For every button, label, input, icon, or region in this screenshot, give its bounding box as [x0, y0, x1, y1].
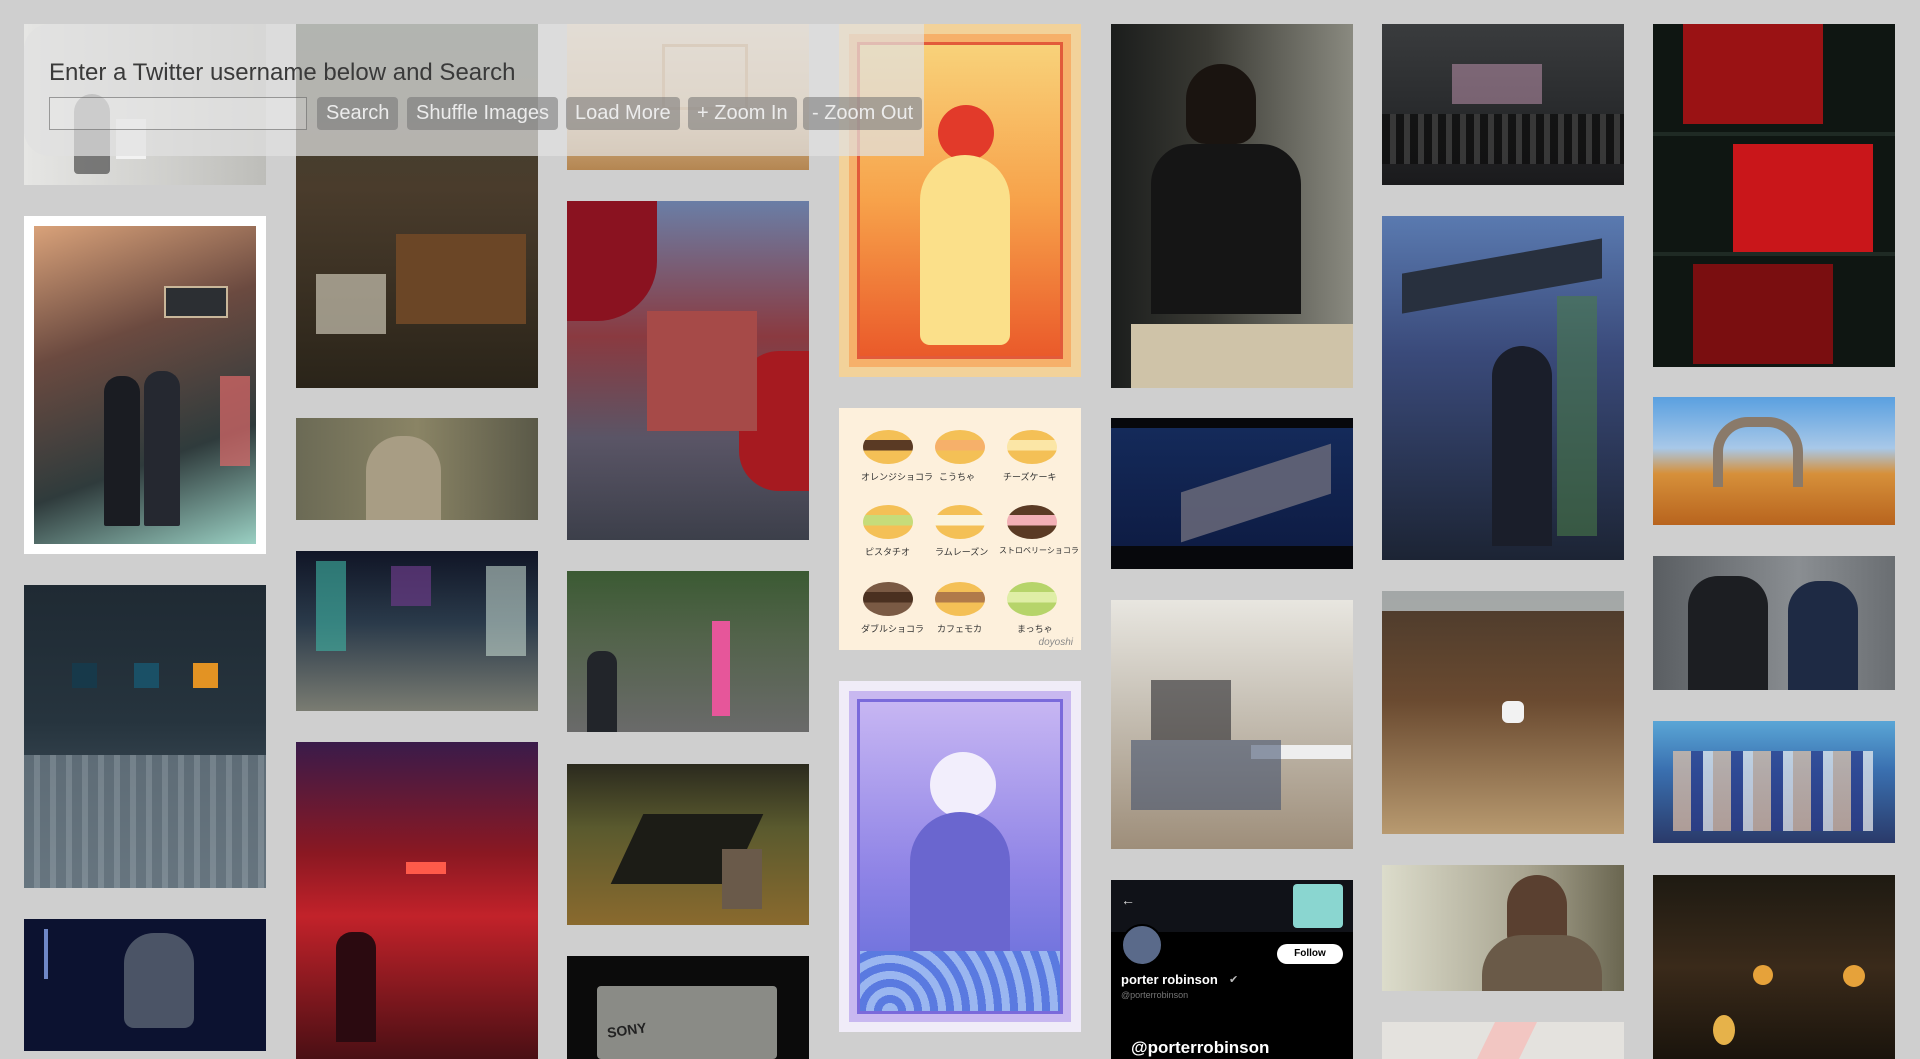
gallery-image-night-apartments[interactable] — [24, 585, 266, 888]
device-brand-label: SONY — [606, 1019, 648, 1041]
sweets-item — [935, 505, 985, 539]
sweets-item — [863, 582, 913, 616]
profile-handle: @porterrobinson — [1121, 990, 1189, 1000]
back-arrow-icon: ← — [1121, 892, 1135, 908]
gallery-image-bearded-man[interactable] — [1382, 865, 1624, 991]
gallery-image-anime-train[interactable] — [1653, 721, 1895, 843]
zoom-in-button[interactable]: + Zoom In — [688, 97, 797, 130]
gallery-image-spaceship-screen[interactable] — [1111, 418, 1353, 569]
sweets-signature: doyoshi — [1038, 637, 1073, 648]
sweets-label: ラムレーズン — [935, 547, 989, 557]
sweets-label: ピスタチオ — [865, 547, 911, 557]
gallery-image-pixel-smoker[interactable] — [24, 919, 266, 1051]
sweets-item — [1007, 430, 1057, 464]
verified-icon: ✔ — [1229, 974, 1239, 986]
sweets-label: まっちゃ — [1017, 624, 1053, 634]
gallery-image-shibuya-night[interactable] — [296, 551, 538, 711]
gallery-image-sony-device[interactable]: SONY — [567, 956, 809, 1059]
search-overlay: Enter a Twitter username below and Searc… — [24, 24, 924, 156]
sweets-label: オレンジショコラ — [861, 472, 934, 482]
gallery-image-twitter-profile[interactable]: ← Follow porter robinson ✔ @porterrobins… — [1111, 880, 1353, 1059]
sweets-label: ストロベリーショコラ — [999, 546, 1079, 555]
gallery-image-moon-tarot[interactable] — [839, 681, 1081, 1032]
gallery-image-anime-umbrella[interactable] — [1382, 216, 1624, 560]
shuffle-images-button[interactable]: Shuffle Images — [407, 97, 559, 130]
zoom-out-button[interactable]: - Zoom Out — [803, 97, 923, 130]
gallery-image-school-cafeteria[interactable] — [1111, 600, 1353, 849]
gallery-image-desert-arch[interactable] — [1653, 397, 1895, 525]
gallery-image-dark-cafe[interactable] — [1653, 875, 1895, 1059]
gallery-image-sweets-chart[interactable]: オレンジショコラ こうちゃ チーズケーキ ピスタチオ ラムレーズン ストロベリー… — [839, 408, 1081, 650]
gallery-image-red-maple-street[interactable] — [567, 201, 809, 540]
sweets-item — [863, 430, 913, 464]
gallery-image-escalator[interactable] — [567, 764, 809, 925]
sweets-item — [1007, 505, 1057, 539]
username-input[interactable] — [49, 97, 307, 130]
profile-avatar — [1121, 924, 1163, 966]
gallery-image-pink-shape[interactable] — [1382, 1022, 1624, 1059]
sweets-item — [863, 505, 913, 539]
sweets-label: こうちゃ — [939, 472, 976, 482]
search-prompt: Enter a Twitter username below and Searc… — [49, 59, 516, 86]
gallery-image-wooden-cat[interactable] — [1382, 591, 1624, 834]
gallery-image-hooded-figure[interactable] — [296, 418, 538, 520]
gallery-image-suit-couple[interactable] — [1653, 556, 1895, 690]
profile-banner-handle: @porterrobinson — [1131, 1038, 1270, 1057]
gallery-image-alley-couple[interactable] — [24, 216, 266, 554]
gallery-image-crowded-room[interactable] — [1382, 24, 1624, 185]
sweets-label: カフェモカ — [937, 624, 983, 634]
sweets-item — [935, 582, 985, 616]
load-more-button[interactable]: Load More — [566, 97, 680, 130]
profile-name: porter robinson — [1121, 972, 1218, 987]
search-button[interactable]: Search — [317, 97, 399, 130]
gallery-image-pixel-faces[interactable] — [1653, 24, 1895, 367]
gallery-image-red-train[interactable] — [296, 742, 538, 1059]
sweets-item — [1007, 582, 1057, 616]
sweets-label: ダブルショコラ — [861, 624, 925, 634]
follow-button[interactable]: Follow — [1277, 944, 1343, 964]
gallery-image-crowd-street[interactable] — [567, 571, 809, 732]
sweets-item — [935, 430, 985, 464]
sweets-label: チーズケーキ — [1003, 472, 1057, 482]
gallery-image-woman-writing[interactable] — [1111, 24, 1353, 388]
